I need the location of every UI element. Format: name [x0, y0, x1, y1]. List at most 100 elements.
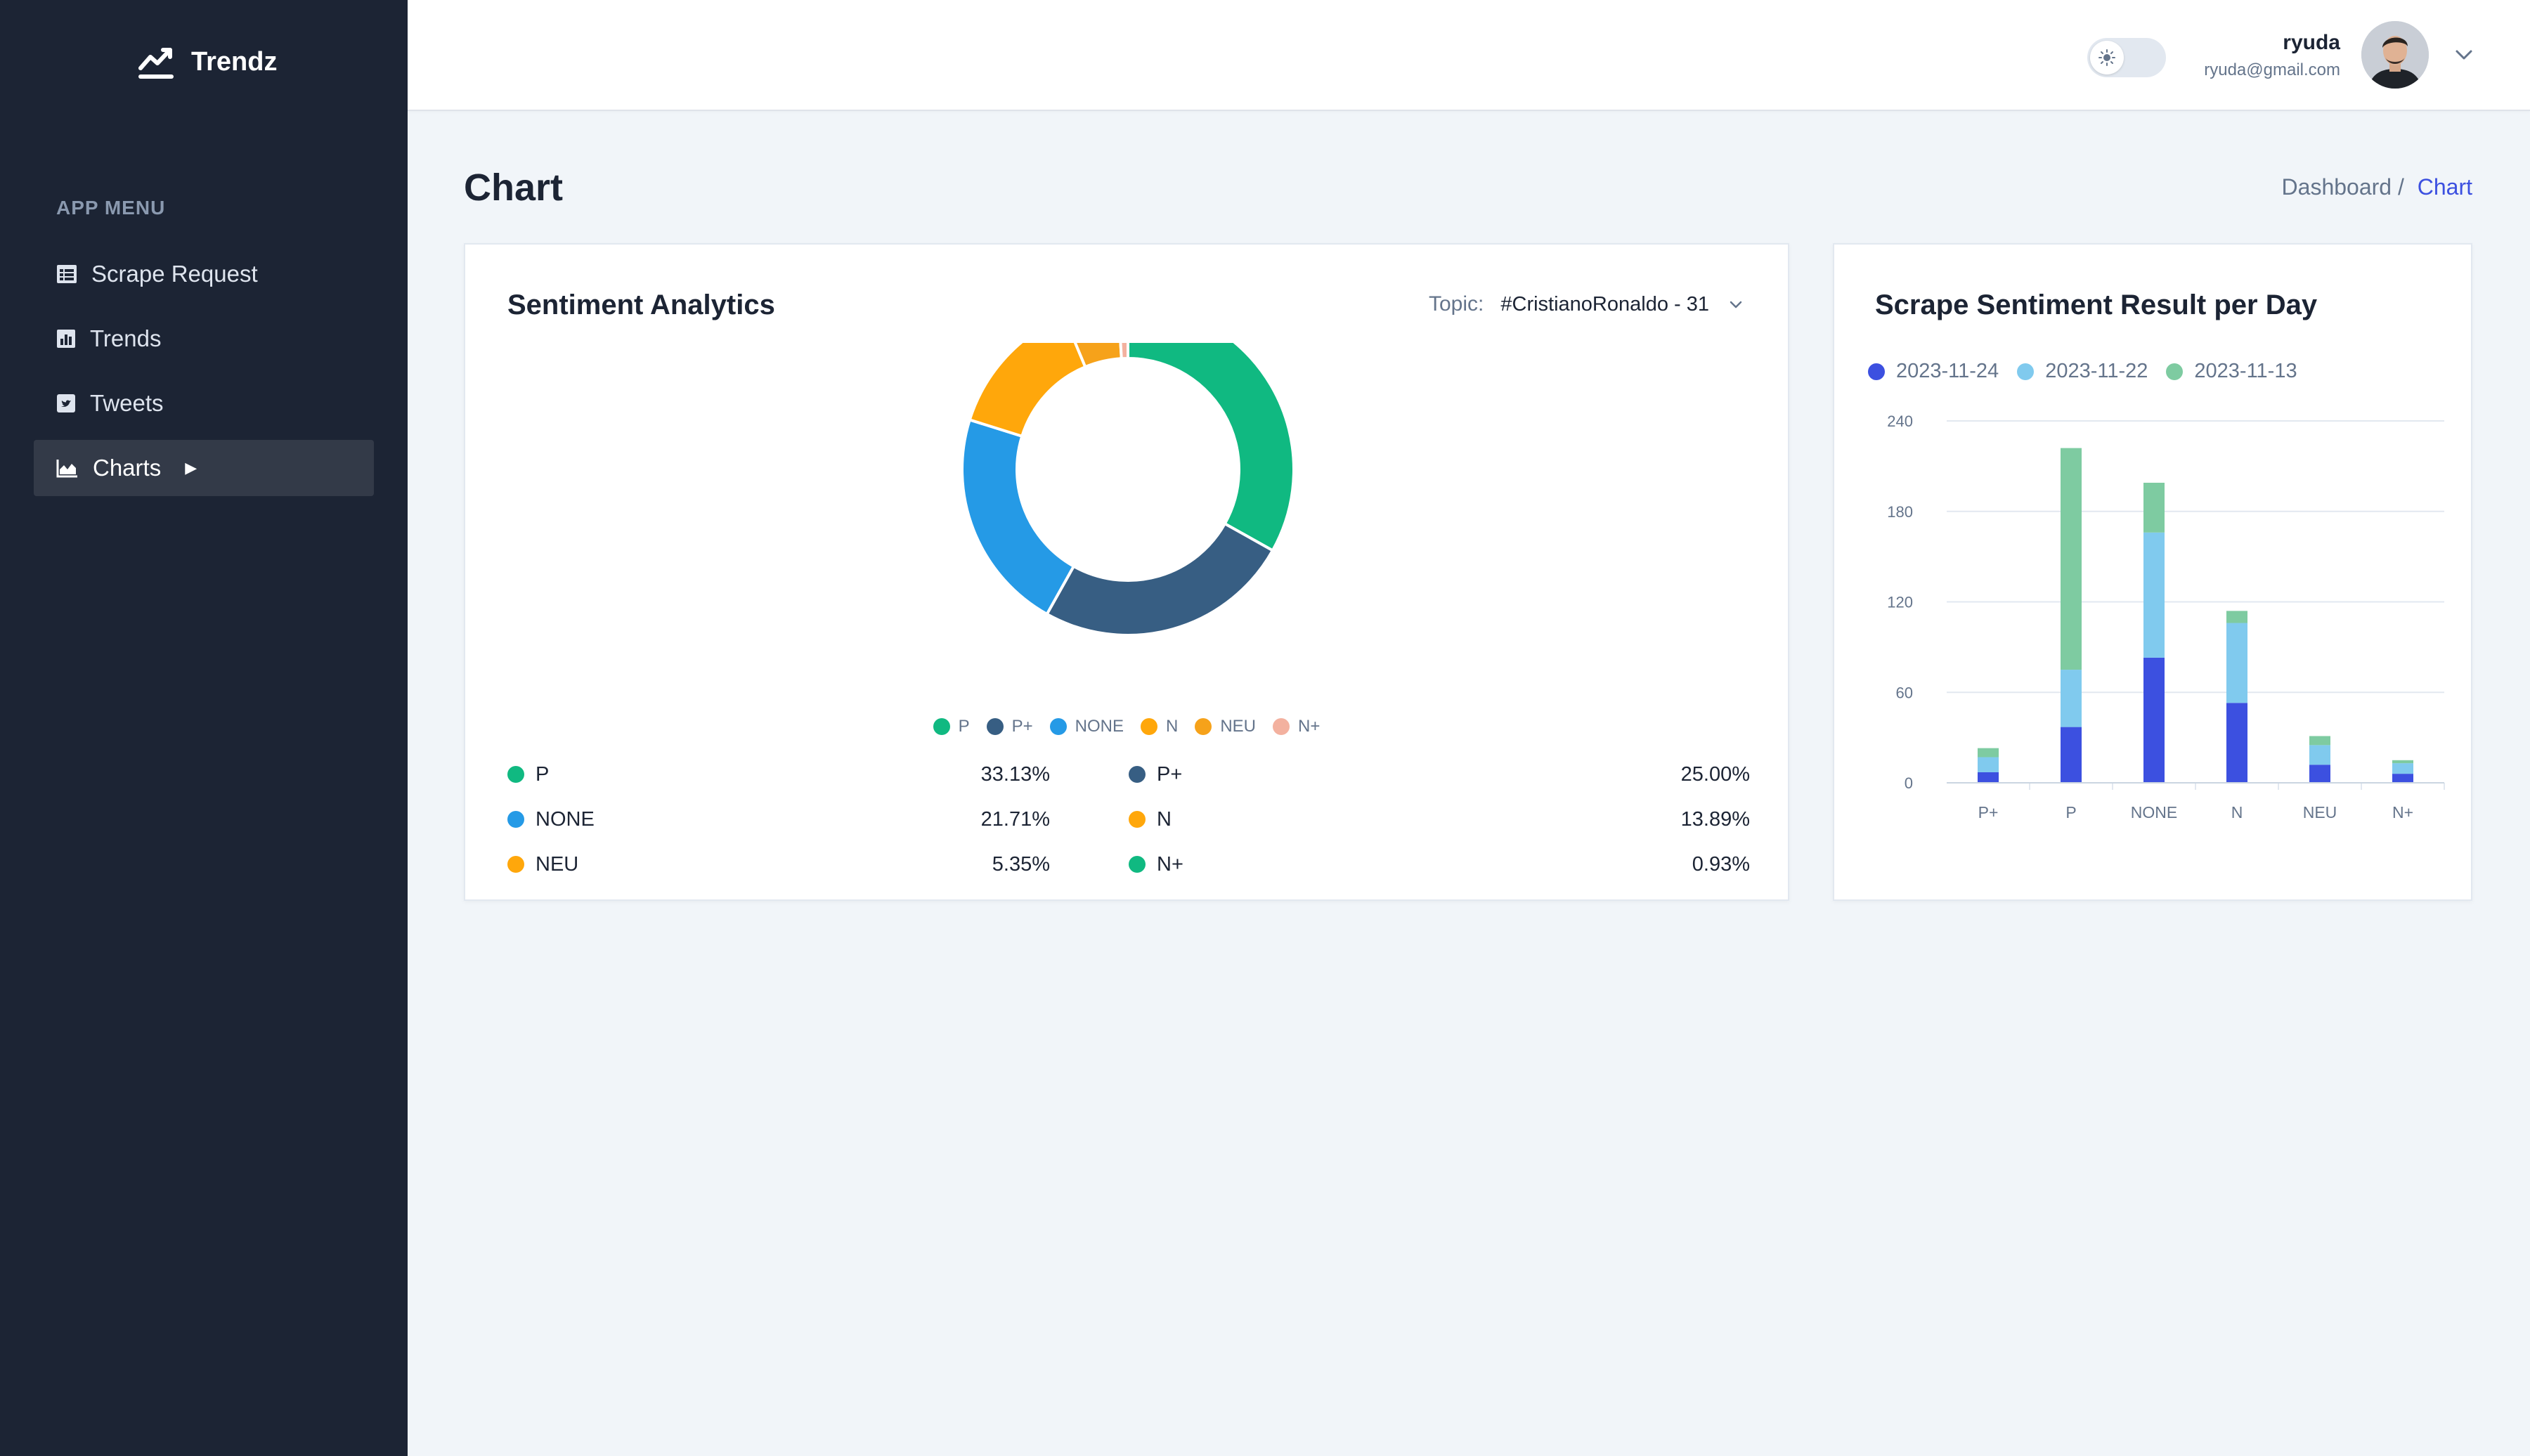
topic-select[interactable]: Topic: #CristianoRonaldo - 31 — [1429, 292, 1746, 316]
donut-legend-item-n-plus[interactable]: N+ — [1273, 717, 1320, 736]
bar-none-2023-11-13[interactable] — [2143, 482, 2165, 533]
avatar[interactable] — [2361, 21, 2429, 89]
bar-n-plus-2023-11-13[interactable] — [2392, 760, 2413, 764]
page-title: Chart — [464, 167, 564, 209]
sidebar-item-label: Trends — [90, 325, 162, 351]
y-tick-label: 0 — [1905, 774, 1913, 792]
stat-row: NONE 21.71% N 13.89% — [507, 797, 1750, 842]
stat-label: NEU — [536, 852, 579, 876]
sidebar-menu: Scrape Request Trends Tweets Charts ▶ — [34, 246, 374, 505]
legend-dot — [1195, 718, 1212, 735]
stat-value: 0.93% — [1692, 852, 1750, 876]
bar-legend-item-2023-11-24[interactable]: 2023-11-24 — [1868, 360, 1999, 383]
bar-n-2023-11-13[interactable] — [2226, 611, 2247, 623]
stat-value: 13.89% — [1680, 807, 1750, 831]
stat-value: 21.71% — [980, 807, 1050, 831]
x-tick-label: N+ — [2392, 803, 2413, 821]
stat-item-p-plus: P+ 25.00% — [1129, 763, 1750, 786]
legend-dot — [986, 718, 1004, 735]
stat-value: 33.13% — [980, 762, 1050, 786]
donut-slice-n-plus[interactable] — [1118, 343, 1129, 360]
card-title: Scrape Sentiment Result per Day — [1875, 290, 2318, 320]
scrape-sentiment-card: Scrape Sentiment Result per Day 2023-11-… — [1833, 243, 2472, 901]
bar-p-plus-2023-11-13[interactable] — [1978, 748, 1999, 758]
donut-legend-item-none[interactable]: NONE — [1049, 717, 1124, 736]
x-tick-label: N — [2231, 803, 2243, 821]
donut-slice-neu[interactable] — [1064, 343, 1123, 369]
bar-p-2023-11-24[interactable] — [2061, 727, 2082, 783]
legend-label: P — [958, 717, 970, 736]
donut-slice-n[interactable] — [968, 343, 1087, 438]
breadcrumb-parent[interactable]: Dashboard / — [2281, 174, 2404, 200]
legend-label: 2023-11-22 — [2045, 360, 2148, 382]
trend-line-icon — [138, 48, 174, 79]
donut-slice-p[interactable] — [1127, 343, 1295, 553]
legend-dot — [1141, 718, 1157, 735]
theme-toggle[interactable] — [2087, 38, 2166, 77]
stat-value: 25.00% — [1680, 762, 1750, 786]
card-title: Sentiment Analytics — [507, 290, 775, 320]
bar-none-2023-11-24[interactable] — [2143, 657, 2165, 783]
y-tick-label: 240 — [1887, 412, 1913, 430]
table-icon — [57, 265, 77, 283]
bar-none-2023-11-22[interactable] — [2143, 532, 2165, 658]
sidebar-item-tweets[interactable]: Tweets — [34, 375, 374, 431]
chevron-down-icon[interactable] — [2450, 41, 2478, 69]
user-name[interactable]: ryuda — [2283, 31, 2340, 54]
stat-label: P — [536, 762, 550, 786]
stat-row: P 33.13% P+ 25.00% — [507, 752, 1750, 797]
bar-n-plus-2023-11-22[interactable] — [2392, 763, 2413, 774]
user-photo-icon — [2361, 21, 2429, 89]
bar-legend-item-2023-11-13[interactable]: 2023-11-13 — [2166, 360, 2297, 383]
bar-n-plus-2023-11-24[interactable] — [2392, 774, 2413, 783]
x-tick-label: P+ — [1978, 803, 1999, 821]
sidebar-item-trends[interactable]: Trends — [34, 311, 374, 367]
legend-label: 2023-11-24 — [1896, 360, 1999, 382]
stacked-bar-chart: 0 60 120 180 240 P+ P NONE N NEU N+ — [1887, 412, 2445, 821]
sentiment-donut-chart — [961, 343, 1295, 637]
donut-legend-item-p-plus[interactable]: P+ — [986, 717, 1033, 736]
breadcrumb-current: Chart — [2417, 174, 2472, 200]
bar-p-plus-2023-11-24[interactable] — [1978, 772, 1999, 783]
donut-legend-item-p[interactable]: P — [933, 717, 970, 736]
y-tick-label: 120 — [1887, 594, 1913, 611]
stat-item-neu: NEU 5.35% — [507, 853, 1129, 876]
breadcrumb: Dashboard / Chart — [2282, 174, 2472, 200]
x-tick-label: NEU — [2303, 803, 2337, 821]
bar-neu-2023-11-22[interactable] — [2309, 745, 2330, 765]
bar-n-2023-11-24[interactable] — [2226, 703, 2247, 783]
donut-slice-p-plus[interactable] — [1044, 521, 1275, 637]
stat-value: 5.35% — [992, 852, 1050, 876]
stat-dot — [507, 856, 524, 873]
stat-dot — [507, 811, 524, 828]
bar-p-2023-11-22[interactable] — [2061, 670, 2082, 727]
legend-dot — [1049, 718, 1067, 735]
donut-legend-item-neu[interactable]: NEU — [1195, 717, 1256, 736]
legend-label: P+ — [1011, 717, 1033, 736]
y-tick-label: 180 — [1887, 503, 1913, 521]
sidebar-item-charts[interactable]: Charts ▶ — [34, 440, 374, 496]
legend-label: N+ — [1298, 717, 1321, 736]
sentiment-stats: P 33.13% P+ 25.00% NONE 21.71% N 13.89% NEU 5.35%… — [507, 752, 1750, 887]
chevron-down-icon — [1730, 301, 1742, 308]
bar-neu-2023-11-13[interactable] — [2309, 736, 2330, 746]
stat-dot — [1129, 811, 1146, 828]
stat-label: P+ — [1157, 762, 1183, 786]
donut-legend-item-n[interactable]: N — [1141, 717, 1178, 736]
bar-neu-2023-11-24[interactable] — [2309, 765, 2330, 783]
bar-p-2023-11-13[interactable] — [2061, 448, 2082, 670]
legend-dot — [1868, 363, 1885, 380]
bar-n-2023-11-22[interactable] — [2226, 623, 2247, 703]
bar-p-plus-2023-11-22[interactable] — [1978, 757, 1999, 772]
stat-item-n-plus: N+ 0.93% — [1129, 853, 1750, 876]
sidebar-item-scrape-request[interactable]: Scrape Request — [34, 246, 374, 302]
donut-legend: P P+ NONE N NEU N+ — [465, 717, 1788, 736]
stat-item-none: NONE 21.71% — [507, 808, 1129, 831]
legend-dot — [933, 718, 950, 735]
x-tick-label: NONE — [2131, 803, 2177, 821]
bar-legend: 2023-11-24 2023-11-22 2023-11-13 — [1868, 360, 2297, 383]
top-header: ryuda ryuda@gmail.com — [408, 0, 2530, 111]
brand-logo[interactable]: Trendz — [138, 41, 277, 83]
bar-legend-item-2023-11-22[interactable]: 2023-11-22 — [2017, 360, 2148, 383]
donut-slice-none[interactable] — [961, 417, 1076, 616]
